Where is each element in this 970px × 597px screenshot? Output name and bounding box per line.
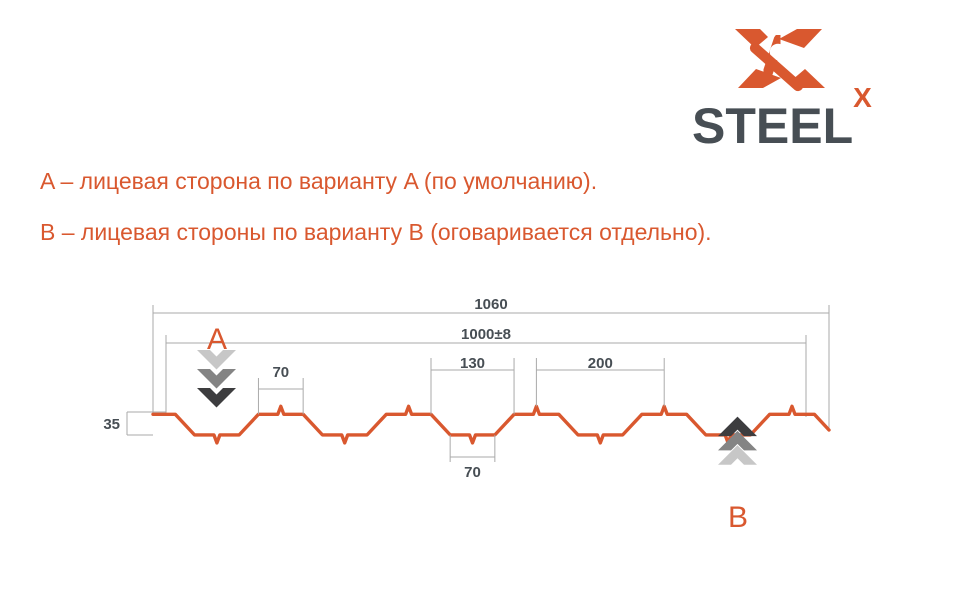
svg-text:B: B [728, 501, 748, 534]
svg-text:130: 130 [460, 355, 485, 372]
svg-text:35: 35 [103, 416, 120, 433]
svg-text:200: 200 [588, 355, 613, 372]
svg-text:1000±8: 1000±8 [461, 326, 511, 343]
svg-text:1060: 1060 [474, 296, 507, 313]
svg-text:70: 70 [464, 464, 481, 481]
svg-text:70: 70 [272, 364, 289, 381]
